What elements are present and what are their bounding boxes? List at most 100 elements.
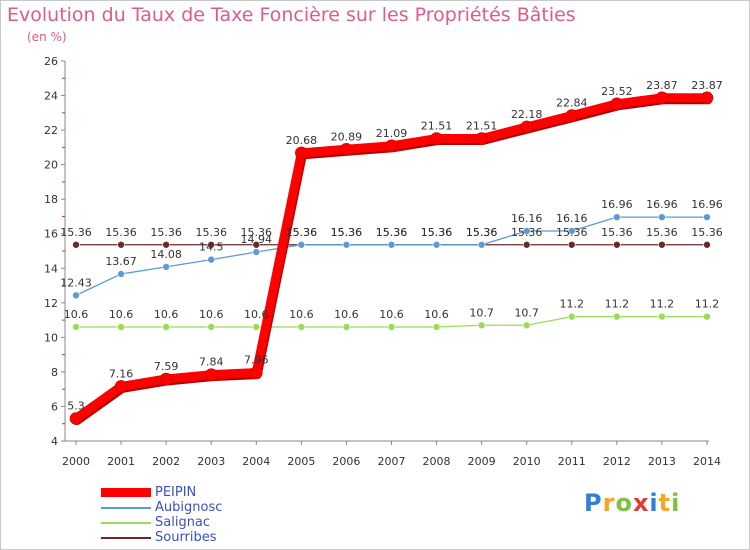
legend-swatch-salignac	[101, 522, 151, 524]
data-point-salignac	[567, 312, 576, 321]
data-label-aubignosc: 15.36	[376, 226, 408, 239]
x-tick-label: 2009	[468, 455, 496, 468]
data-point-salignac	[72, 323, 80, 331]
data-point-peipin	[520, 120, 534, 134]
data-label-sourribes: 15.36	[286, 226, 318, 239]
data-label-peipin: 21.09	[376, 127, 408, 140]
data-label-aubignosc: 15.36	[466, 226, 498, 239]
data-point-aubignosc	[117, 270, 125, 278]
data-label-peipin: 21.51	[421, 120, 453, 133]
data-point-salignac	[342, 323, 351, 331]
legend-item-sourribes: Sourribes	[101, 530, 301, 545]
data-label-aubignosc: 14.08	[150, 248, 182, 261]
data-label-peipin: 22.84	[556, 97, 588, 110]
data-label-salignac: 10.7	[514, 306, 539, 319]
logo-letter: i	[649, 489, 659, 517]
data-label-sourribes: 15.36	[511, 226, 543, 239]
legend-item-salignac: Salignac	[101, 515, 301, 530]
data-point-peipin	[700, 91, 714, 105]
x-tick-label: 2010	[513, 455, 541, 468]
y-tick-label: 20	[44, 159, 58, 172]
data-label-aubignosc: 12.43	[60, 276, 92, 289]
data-label-salignac: 10.6	[289, 308, 314, 321]
x-tick-label: 2004	[242, 455, 270, 468]
data-label-sourribes: 15.36	[691, 226, 723, 239]
data-point-peipin	[249, 366, 263, 379]
x-tick-label: 2012	[603, 455, 631, 468]
data-point-salignac	[432, 323, 441, 331]
data-point-peipin	[69, 412, 83, 425]
data-point-sourribes	[162, 240, 170, 249]
chart-title: Evolution du Taux de Taxe Foncière sur l…	[7, 4, 576, 26]
data-label-salignac: 10.6	[379, 308, 404, 321]
data-point-salignac	[162, 323, 170, 331]
data-label-sourribes: 15.36	[150, 226, 182, 239]
data-point-sourribes	[522, 240, 531, 249]
data-point-salignac	[117, 323, 125, 331]
legend-swatch-sourribes	[101, 537, 151, 539]
y-tick-label: 4	[51, 435, 58, 448]
y-tick-label: 8	[51, 366, 58, 379]
data-point-aubignosc	[72, 291, 80, 300]
data-point-peipin	[475, 132, 488, 145]
data-point-peipin	[610, 97, 624, 111]
unit-label: (en %)	[27, 30, 67, 44]
data-point-sourribes	[658, 240, 666, 249]
data-point-sourribes	[567, 240, 576, 249]
data-label-peipin: 7.59	[154, 360, 179, 373]
data-label-salignac: 10.7	[469, 306, 494, 319]
data-point-sourribes	[703, 240, 711, 249]
data-label-peipin: 7.96	[244, 354, 269, 367]
data-label-sourribes: 15.36	[331, 226, 363, 239]
data-label-aubignosc: 16.16	[556, 212, 588, 225]
data-point-aubignosc	[703, 213, 711, 221]
data-point-sourribes	[207, 240, 216, 249]
data-label-peipin: 23.87	[646, 79, 678, 92]
data-label-peipin: 21.51	[466, 120, 498, 133]
x-tick-label: 2000	[62, 455, 90, 468]
y-tick-label: 6	[51, 400, 58, 413]
logo-letter: o	[615, 489, 633, 517]
data-point-peipin	[340, 142, 353, 156]
data-point-salignac	[703, 312, 711, 321]
data-label-aubignosc: 13.67	[105, 255, 137, 268]
x-tick-label: 2003	[197, 455, 225, 468]
data-label-sourribes: 15.36	[466, 226, 498, 239]
data-point-aubignosc	[432, 240, 441, 249]
data-point-aubignosc	[567, 227, 576, 235]
data-label-sourribes: 15.36	[195, 226, 227, 239]
data-label-aubignosc: 15.36	[421, 226, 453, 239]
logo-letter: x	[632, 489, 650, 517]
data-label-salignac: 11.2	[650, 298, 675, 311]
data-point-peipin	[385, 139, 398, 153]
data-point-aubignosc	[297, 240, 306, 249]
x-tick-label: 2014	[693, 455, 721, 468]
data-label-sourribes: 15.36	[376, 226, 408, 239]
x-tick-label: 2011	[558, 455, 586, 468]
data-label-sourribes: 15.36	[601, 226, 633, 239]
data-point-aubignosc	[613, 213, 621, 221]
legend-item-peipin: PEIPIN	[101, 485, 301, 500]
data-point-salignac	[252, 323, 261, 331]
x-tick-label: 2001	[107, 455, 135, 468]
data-label-salignac: 10.6	[244, 308, 269, 321]
y-tick-label: 26	[44, 55, 58, 68]
y-tick-label: 12	[44, 297, 58, 310]
data-label-peipin: 22.18	[511, 108, 543, 121]
data-point-aubignosc	[658, 213, 666, 221]
y-tick-label: 16	[44, 228, 58, 241]
x-tick-label: 2006	[332, 455, 360, 468]
data-label-aubignosc: 16.96	[646, 198, 678, 211]
logo-letter: P	[584, 489, 603, 517]
y-tick-label: 10	[44, 331, 58, 344]
data-point-salignac	[297, 323, 306, 331]
data-point-salignac	[207, 323, 216, 331]
data-label-sourribes: 15.36	[241, 226, 273, 239]
data-point-salignac	[477, 321, 486, 330]
data-label-aubignosc: 16.96	[601, 198, 633, 211]
x-tick-label: 2008	[423, 455, 451, 468]
data-label-aubignosc: 14.94	[241, 233, 273, 246]
data-point-sourribes	[117, 240, 125, 249]
data-point-aubignosc	[207, 255, 216, 264]
